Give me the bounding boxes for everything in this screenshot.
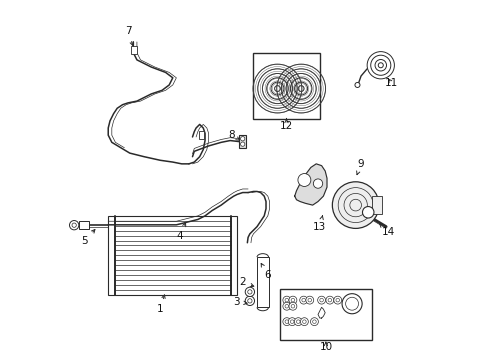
Circle shape: [296, 320, 300, 323]
Bar: [79, 221, 89, 229]
Circle shape: [366, 51, 394, 79]
Text: 2: 2: [239, 277, 253, 287]
Circle shape: [327, 298, 331, 302]
Circle shape: [240, 136, 244, 141]
Circle shape: [354, 82, 359, 87]
Text: 11: 11: [384, 78, 397, 88]
Bar: [253, 53, 319, 119]
Circle shape: [341, 294, 362, 314]
Bar: [108, 216, 237, 295]
Circle shape: [288, 296, 296, 304]
Circle shape: [305, 296, 313, 304]
Circle shape: [290, 298, 294, 302]
Circle shape: [294, 318, 302, 325]
Circle shape: [307, 298, 311, 302]
Text: 4: 4: [176, 223, 185, 240]
Circle shape: [333, 296, 341, 304]
Circle shape: [285, 298, 288, 302]
Bar: [239, 135, 245, 148]
Text: 5: 5: [81, 230, 95, 246]
Circle shape: [370, 55, 390, 75]
Circle shape: [310, 318, 318, 325]
Circle shape: [282, 296, 290, 304]
Circle shape: [301, 298, 305, 302]
Circle shape: [247, 290, 251, 294]
Polygon shape: [294, 164, 326, 205]
Circle shape: [345, 297, 358, 310]
Circle shape: [285, 320, 288, 323]
Circle shape: [244, 296, 254, 306]
Circle shape: [374, 59, 386, 71]
Text: 13: 13: [312, 216, 326, 231]
Circle shape: [362, 207, 373, 218]
Circle shape: [282, 302, 290, 310]
Circle shape: [332, 182, 378, 228]
Circle shape: [313, 179, 322, 188]
Bar: [198, 131, 203, 139]
Circle shape: [69, 221, 79, 230]
Circle shape: [319, 298, 323, 302]
Circle shape: [325, 296, 333, 304]
Text: 14: 14: [379, 224, 394, 237]
Circle shape: [335, 298, 339, 302]
Text: 6: 6: [261, 264, 270, 280]
Circle shape: [300, 318, 308, 325]
Circle shape: [317, 296, 325, 304]
Circle shape: [285, 305, 288, 308]
Text: 12: 12: [279, 118, 292, 131]
Circle shape: [240, 142, 244, 146]
Circle shape: [72, 223, 76, 227]
Circle shape: [297, 174, 310, 186]
Circle shape: [287, 318, 296, 325]
Circle shape: [282, 318, 290, 325]
Text: 3: 3: [232, 297, 246, 307]
Bar: [280, 289, 371, 339]
Circle shape: [299, 296, 307, 304]
Bar: [257, 257, 268, 307]
Circle shape: [378, 63, 383, 68]
Circle shape: [288, 302, 296, 310]
Text: 9: 9: [356, 159, 364, 175]
Bar: [371, 196, 382, 215]
Circle shape: [244, 287, 254, 297]
Text: 1: 1: [157, 295, 165, 314]
Circle shape: [302, 320, 305, 323]
Circle shape: [312, 320, 316, 323]
Circle shape: [290, 305, 294, 308]
Circle shape: [290, 320, 293, 323]
Text: 10: 10: [319, 342, 332, 352]
Text: 8: 8: [228, 130, 240, 141]
Circle shape: [247, 299, 251, 303]
Bar: [131, 46, 136, 54]
Text: 7: 7: [124, 26, 133, 45]
